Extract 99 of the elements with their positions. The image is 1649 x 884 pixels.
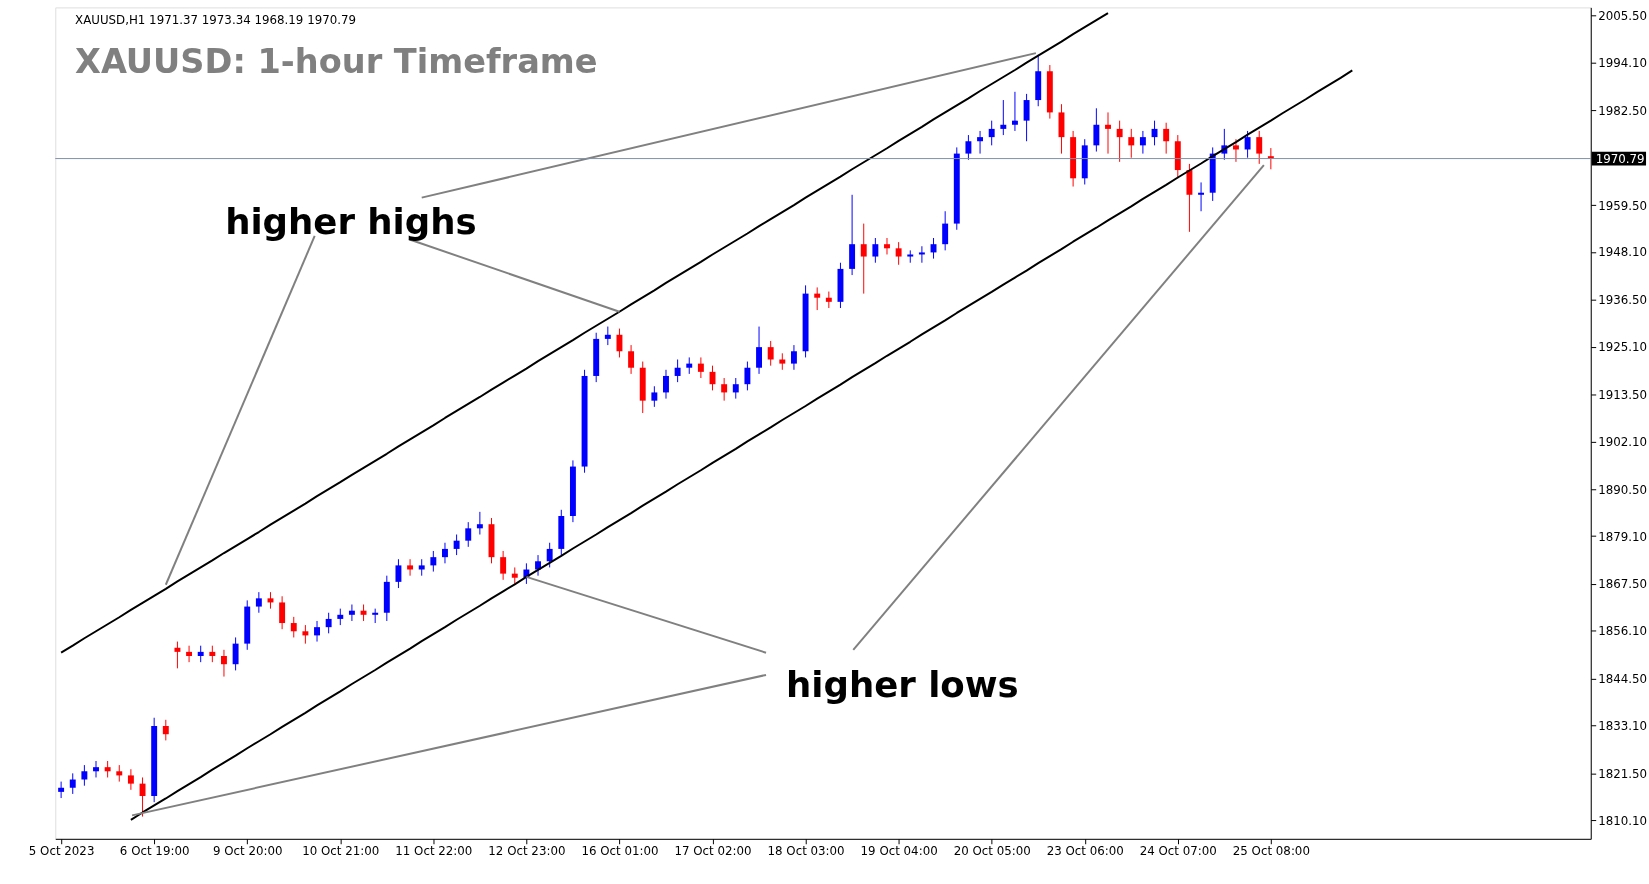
x-tick-label: 12 Oct 23:00 <box>488 844 566 859</box>
candlestick <box>1093 107 1100 153</box>
x-tick-label: 10 Oct 21:00 <box>302 844 380 859</box>
y-tick-label: 1867.50 <box>1598 577 1648 592</box>
candlestick <box>1116 120 1123 163</box>
candlestick <box>127 768 134 791</box>
candlestick <box>395 558 402 589</box>
candlestick <box>314 620 320 643</box>
candlestick <box>1128 128 1135 159</box>
candlestick <box>476 511 483 535</box>
candlestick <box>814 286 821 311</box>
candlestick <box>81 764 88 787</box>
y-tick-label: 1948.10 <box>1598 245 1648 260</box>
x-tick-label: 11 Oct 22:00 <box>395 844 473 859</box>
candlestick <box>1163 122 1170 155</box>
candlestick <box>174 641 181 669</box>
candlestick <box>325 612 332 634</box>
candlestick <box>872 237 879 264</box>
annotation: higher lows <box>785 663 1019 705</box>
candlestick <box>674 358 681 383</box>
candlestick <box>442 542 448 564</box>
candlestick <box>1139 130 1146 155</box>
candlestick <box>860 223 867 295</box>
candlestick <box>546 542 553 568</box>
x-tick-label: 17 Oct 02:00 <box>674 844 752 859</box>
candlestick <box>1000 99 1007 136</box>
candlestick <box>232 636 239 671</box>
candlestick <box>465 521 472 548</box>
text: XAUUSD: 1-hour Timeframe <box>75 41 598 81</box>
x-tick-label: 9 Oct 20:00 <box>212 844 283 859</box>
candlestick <box>790 344 797 371</box>
candlestick <box>221 649 227 678</box>
candlestick <box>895 241 902 266</box>
x-tick-label: 18 Oct 03:00 <box>767 844 845 859</box>
candlestick <box>663 369 669 400</box>
candlestick <box>1011 91 1018 132</box>
x-tick-label: 16 Oct 01:00 <box>581 844 659 859</box>
candlestick <box>407 558 414 577</box>
y-tick-label: 1936.50 <box>1598 293 1648 308</box>
y-tick-label: 1844.50 <box>1598 672 1648 687</box>
x-tick-label: 23 Oct 06:00 <box>1046 844 1124 859</box>
x-tick-label: 19 Oct 04:00 <box>860 844 938 859</box>
candlestick <box>651 385 658 408</box>
candlestick <box>942 210 949 251</box>
candlestick <box>290 616 297 638</box>
y-tick-label: 1856.10 <box>1598 624 1648 639</box>
y-tick-label: 1994.10 <box>1598 56 1648 71</box>
candlestick <box>430 550 437 573</box>
y-tick-label: 2005.50 <box>1598 9 1648 24</box>
candlestick <box>628 344 635 375</box>
y-tick-label: 1959.50 <box>1598 198 1648 213</box>
candlestick <box>756 326 762 375</box>
candlestick <box>721 377 728 402</box>
y-tick-label: 1913.50 <box>1598 387 1648 402</box>
annotation: higher highs <box>225 200 477 242</box>
candlestick <box>965 134 972 161</box>
x-tick-label: 25 Oct 08:00 <box>1232 844 1310 859</box>
candlestick <box>348 604 355 622</box>
x-tick-label: 5 Oct 2023 <box>28 844 95 859</box>
candlestick <box>186 645 193 663</box>
y-tick-label: 1879.10 <box>1598 529 1648 544</box>
candlestick <box>1233 138 1239 163</box>
candlestick <box>255 591 262 614</box>
line-series <box>60 12 1109 654</box>
candlestick <box>744 361 751 391</box>
candlestick <box>1256 130 1263 165</box>
candlestick <box>1023 93 1030 142</box>
candlestick <box>1244 130 1251 159</box>
candlestick <box>988 120 995 146</box>
x-tick-label: 20 Oct 05:00 <box>953 844 1031 859</box>
candlestick <box>1105 111 1111 155</box>
candlestick <box>977 130 984 155</box>
candlestick <box>162 719 169 741</box>
y-tick-label: 1982.50 <box>1598 103 1648 118</box>
candlestick <box>69 772 76 795</box>
y-tick-label: 1810.10 <box>1598 813 1648 828</box>
candlestick <box>302 624 309 645</box>
candlestick <box>93 760 99 778</box>
y-tick-label: 1821.50 <box>1598 766 1648 781</box>
candlestick <box>453 534 460 556</box>
candlestick <box>767 340 774 367</box>
annotation: XAUUSD,H1 1971.37 1973.34 1968.19 1970.79 <box>75 13 357 28</box>
candlestick <box>500 550 507 581</box>
x-tick-label: 6 Oct 19:00 <box>119 844 190 859</box>
candlestick <box>918 245 925 264</box>
candlestick <box>604 326 611 346</box>
candlestick <box>697 356 704 379</box>
candlestick <box>1198 181 1205 212</box>
candlestick <box>279 595 286 630</box>
x-tick-label: 24 Oct 07:00 <box>1139 844 1217 859</box>
candlestick <box>58 781 65 799</box>
y-tick-label: 1925.10 <box>1598 340 1648 355</box>
y-tick-label: 1890.50 <box>1598 482 1648 497</box>
candlestick <box>884 237 890 255</box>
y-tick-label: 1833.10 <box>1598 719 1648 734</box>
candlestick <box>616 328 623 358</box>
y-tick-label: 1902.10 <box>1598 434 1648 449</box>
ref-line-label: 1970.79 <box>1595 151 1645 166</box>
candlestick <box>732 377 739 400</box>
